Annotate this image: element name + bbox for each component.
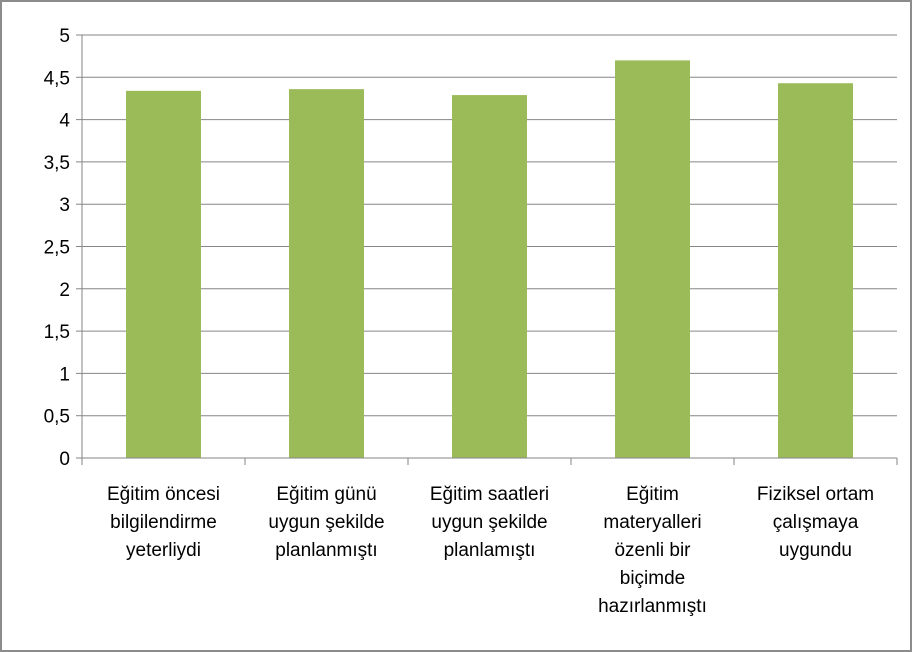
x-category-label-line: materyalleri	[603, 512, 701, 533]
y-tick-label: 4	[59, 111, 70, 132]
bar	[126, 90, 201, 458]
x-category-label-line: bilgilendirme	[110, 512, 217, 533]
y-tick-label: 3	[59, 195, 70, 216]
x-category-label-line: planlanmıştı	[275, 540, 377, 561]
x-category-label-line: uygun şekilde	[268, 512, 384, 533]
x-category-label: Eğitim saatleri uygun şekilde planlamıştı	[430, 484, 549, 561]
x-category-label-line: yeterliydi	[126, 540, 201, 561]
x-category-label-line: Eğitim saatleri	[430, 484, 549, 505]
y-tick-label: 0,5	[44, 407, 70, 428]
x-category-label-line: Fiziksel ortam	[757, 484, 874, 505]
x-category-label-line: biçimde	[620, 568, 685, 589]
x-category-label-line: Eğitim	[626, 484, 679, 505]
y-tick-label: 1,5	[44, 322, 70, 343]
x-category-label-line: uygundu	[779, 540, 852, 561]
y-tick-label: 2,5	[44, 238, 70, 259]
x-category-labels: Eğitim öncesi bilgilendirme yeterliydiEğit…	[107, 484, 874, 617]
y-tick-label: 3,5	[44, 153, 70, 174]
x-category-label-line: Eğitim günü	[276, 484, 376, 505]
bar	[452, 95, 527, 458]
bar	[615, 60, 690, 458]
bar	[289, 89, 364, 459]
x-category-label-line: uygun şekilde	[431, 512, 547, 533]
y-tick-label: 5	[59, 26, 70, 47]
y-tick-label: 4,5	[44, 68, 70, 89]
x-category-label: Eğitim günü uygun şekilde planlanmıştı	[268, 484, 384, 561]
axes	[76, 34, 898, 465]
x-category-label-line: planlamıştı	[444, 540, 536, 561]
x-category-label-line: özenli bir	[614, 540, 691, 561]
x-category-label-line: Eğitim öncesi	[107, 484, 220, 505]
bars	[126, 60, 853, 459]
x-category-label: Fiziksel ortam çalışmaya uygundu	[757, 484, 874, 561]
y-tick-labels: 0 0,5 1 1,5 2 2,5 3 3,5 4 4,5 5	[44, 26, 71, 470]
x-category-label: Eğitim materyalleri özenli bir biçimde hazır…	[598, 484, 707, 617]
x-category-label: Eğitim öncesi bilgilendirme yeterliydi	[107, 484, 220, 561]
bar	[778, 83, 853, 459]
y-tick-label: 1	[59, 364, 70, 385]
y-tick-label: 0	[59, 449, 70, 470]
x-category-label-line: hazırlanmıştı	[598, 596, 707, 617]
x-category-label-line: çalışmaya	[773, 512, 859, 533]
y-tick-label: 2	[59, 280, 70, 301]
